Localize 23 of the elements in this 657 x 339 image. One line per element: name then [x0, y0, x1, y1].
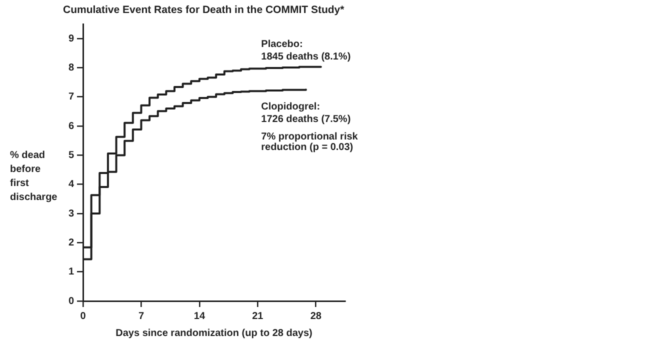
series-label: Placebo: — [261, 39, 303, 50]
x-tick-label: 0 — [80, 310, 86, 322]
y-tick-label: 0 — [68, 296, 74, 307]
annotation: 1726 deaths (7.5%) — [261, 114, 351, 125]
x-tick-label: 7 — [138, 310, 144, 322]
x-tick-label: 14 — [194, 310, 206, 322]
y-tick-label: 9 — [68, 33, 74, 44]
x-tick-label: 28 — [310, 310, 322, 322]
chart-title: Cumulative Event Rates for Death in the COMMIT Study* — [63, 4, 346, 16]
series-label: Clopidogrel: — [261, 101, 320, 112]
y-tick-label: 5 — [68, 150, 74, 161]
y-tick-label: 2 — [68, 237, 74, 248]
y-tick-label: 6 — [68, 120, 74, 132]
x-axis-title: Days since randomization (up to 28 days) — [116, 328, 312, 339]
x-tick-label: 21 — [252, 310, 264, 322]
annotation: 7% proportional risk reduction (p = 0.03) — [261, 131, 358, 153]
y-tick-label: 7 — [68, 92, 74, 103]
y-tick-label: 8 — [68, 62, 74, 74]
annotation: 1845 deaths (8.1%) — [261, 52, 351, 63]
y-tick-label: 1 — [68, 266, 74, 278]
y-axis-title: % dead before first discharge — [10, 150, 58, 204]
y-tick-label: 4 — [68, 179, 74, 190]
y-tick-label: 3 — [68, 208, 74, 220]
